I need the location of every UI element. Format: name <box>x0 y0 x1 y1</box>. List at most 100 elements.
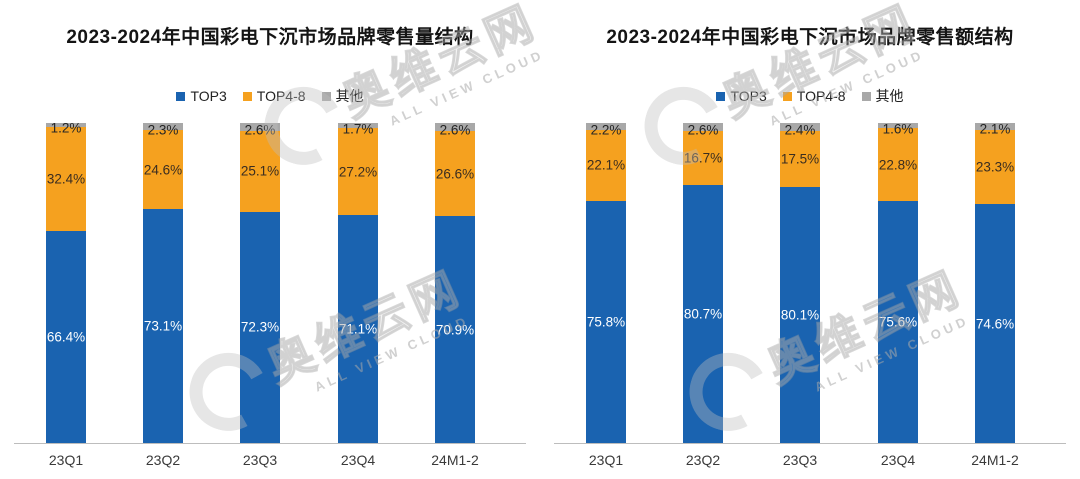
bar-value-label: 22.8% <box>878 156 918 172</box>
x-axis-label: 23Q1 <box>588 452 624 468</box>
stacked-bar-23Q3: 72.3% 25.1% 2.6% <box>240 123 280 443</box>
chart-title: 2023-2024年中国彩电下沉市场品牌零售量结构 <box>66 27 474 48</box>
bar-segment-other <box>143 123 183 131</box>
chart-plot: 66.4% 32.4% 1.2% 23Q1 73.1% 24.6% 2.3% 23Q2 72.3… <box>14 120 526 468</box>
bar-value-label: 1.2% <box>50 120 82 136</box>
bar-segment-top3 <box>878 201 918 443</box>
chart-title: 2023-2024年中国彩电下沉市场品牌零售额结构 <box>606 27 1014 48</box>
stacked-bar-23Q4: 71.1% 27.2% 1.7% <box>338 120 378 443</box>
bar-segment-other <box>683 123 723 132</box>
bar-segment-top3 <box>46 230 86 443</box>
bar-segment-top4-8 <box>435 131 475 217</box>
bar-segment-top4-8 <box>975 129 1015 205</box>
stacked-bar-23Q1: 75.8% 22.1% 2.2% <box>586 121 626 444</box>
bar-value-label: 75.6% <box>878 314 918 330</box>
bar-value-label: 2.6% <box>244 122 276 138</box>
bar-segment-other <box>586 123 626 131</box>
bar-segment-top3 <box>435 216 475 444</box>
bar-value-label: 74.6% <box>975 315 1015 331</box>
legend-swatch-icon <box>782 91 792 101</box>
bar-segment-top4-8 <box>240 131 280 212</box>
bar-segment-top4-8 <box>586 130 626 201</box>
bar-segment-top3 <box>683 184 723 443</box>
legend-label: 其他 <box>875 88 904 104</box>
bar-value-label: 16.7% <box>683 150 723 166</box>
legend-item-top4-8: TOP4-8 <box>242 88 306 104</box>
x-axis-label: 23Q4 <box>340 452 376 468</box>
legend-item-top4-8: TOP4-8 <box>782 88 846 104</box>
bar-segment-top4-8 <box>46 126 86 231</box>
bar-value-label: 1.6% <box>882 120 914 136</box>
bar-value-label: 17.5% <box>780 150 820 166</box>
chart-panel-retail-value: 2023-2024年中国彩电下沉市场品牌零售额结构 TOP3 TOP4-8 其他 7… <box>540 0 1080 479</box>
bar-value-label: 23.3% <box>975 159 1015 175</box>
bar-value-label: 70.9% <box>435 322 475 338</box>
bar-value-label: 26.6% <box>435 166 475 182</box>
legend-label: TOP3 <box>190 88 227 104</box>
legend-swatch-icon <box>242 91 252 101</box>
bar-value-label: 80.1% <box>780 307 820 323</box>
x-axis-label: 23Q4 <box>880 452 916 468</box>
x-axis-label: 24M1-2 <box>431 452 479 468</box>
bar-segment-top4-8 <box>780 130 820 187</box>
legend-swatch-icon <box>861 91 871 101</box>
bar-value-label: 73.1% <box>143 318 183 334</box>
legend-label: 其他 <box>335 88 364 104</box>
bar-segment-top4-8 <box>683 131 723 185</box>
legend-item-top3: TOP3 <box>716 88 767 104</box>
bar-value-label: 24.6% <box>143 161 183 177</box>
bar-value-label: 80.7% <box>683 306 723 322</box>
bar-segment-top3 <box>338 215 378 443</box>
stacked-bar-24M1-2: 74.6% 23.3% 2.1% <box>975 123 1015 443</box>
bar-value-label: 75.8% <box>586 314 626 330</box>
bar-segment-other <box>780 123 820 131</box>
x-axis-label: 24M1-2 <box>971 452 1019 468</box>
x-axis-label: 23Q3 <box>782 452 818 468</box>
bar-segment-top3 <box>975 204 1015 443</box>
bar-value-label: 72.3% <box>240 319 280 335</box>
x-axis-line <box>554 443 1066 444</box>
x-axis-label: 23Q3 <box>242 452 278 468</box>
legend-item-other: 其他 <box>321 86 364 106</box>
bar-value-label: 2.4% <box>784 122 816 138</box>
chart-legend: TOP3 TOP4-8 其他 <box>540 86 1080 106</box>
bar-segment-other <box>338 123 378 129</box>
x-axis-line <box>14 443 526 444</box>
legend-item-other: 其他 <box>861 86 904 106</box>
bar-value-label: 2.6% <box>439 122 471 138</box>
legend-label: TOP3 <box>730 88 767 104</box>
bar-value-label: 2.6% <box>687 122 719 138</box>
stacked-bar-23Q1: 66.4% 32.4% 1.2% <box>46 120 86 443</box>
legend-item-top3: TOP3 <box>176 88 227 104</box>
bar-segment-top4-8 <box>878 128 918 202</box>
bar-value-label: 66.4% <box>46 329 86 344</box>
stacked-bar-23Q2: 73.1% 24.6% 2.3% <box>143 123 183 443</box>
stacked-bar-23Q3: 80.1% 17.5% 2.4% <box>780 123 820 443</box>
legend-swatch-icon <box>716 91 726 101</box>
legend-swatch-icon <box>176 91 186 101</box>
x-axis-label: 23Q1 <box>48 452 84 468</box>
bar-segment-top3 <box>780 186 820 443</box>
bar-value-label: 1.7% <box>342 120 374 136</box>
bar-segment-top3 <box>586 200 626 444</box>
bar-segment-top3 <box>240 211 280 443</box>
bar-segment-other <box>975 123 1015 130</box>
chart-plot: 75.8% 22.1% 2.2% 23Q1 80.7% 16.7% 2.6% 23Q2 80.1… <box>540 0 1080 479</box>
bar-value-label: 2.2% <box>590 121 622 137</box>
legend-label: TOP4-8 <box>256 88 306 104</box>
bar-segment-top4-8 <box>143 130 183 210</box>
bar-segment-top4-8 <box>338 128 378 216</box>
bar-segment-other <box>240 123 280 132</box>
bar-value-label: 71.1% <box>338 321 378 337</box>
x-axis-label: 23Q2 <box>145 452 181 468</box>
bar-value-label: 2.1% <box>979 121 1011 137</box>
legend-label: TOP4-8 <box>796 88 846 104</box>
x-axis-label: 23Q2 <box>685 452 721 468</box>
bar-value-label: 2.3% <box>147 121 179 137</box>
bar-segment-other <box>435 123 475 132</box>
stacked-bar-24M1-2: 70.9% 26.6% 2.6% <box>435 122 475 444</box>
stacked-bar-23Q2: 80.7% 16.7% 2.6% <box>683 123 723 443</box>
bar-value-label: 32.4% <box>46 170 86 186</box>
bar-value-label: 22.1% <box>586 157 626 173</box>
